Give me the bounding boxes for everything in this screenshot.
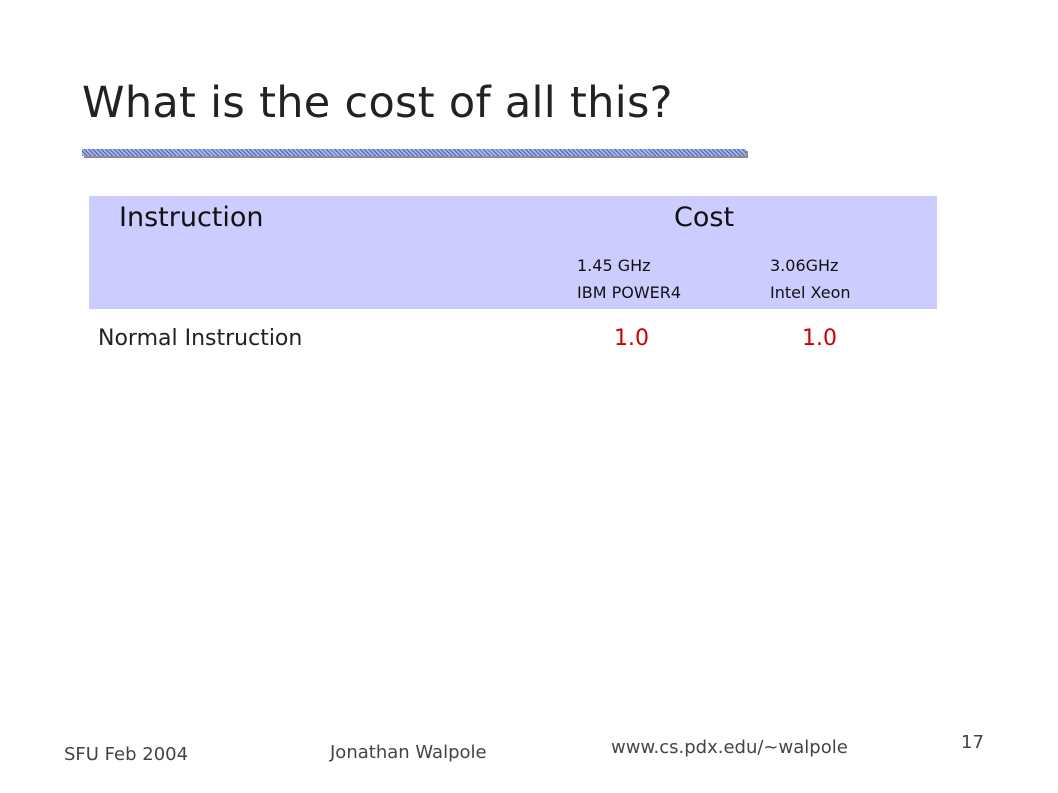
- footer-date: SFU Feb 2004: [64, 744, 189, 765]
- header-machine-power4-name: IBM POWER4: [577, 283, 682, 302]
- row-value-xeon: 1.0: [802, 326, 837, 351]
- slide-title: What is the cost of all this?: [82, 78, 673, 128]
- header-machine-power4: 1.45 GHz IBM POWER4: [577, 252, 681, 306]
- header-machine-xeon-name: Intel Xeon: [770, 283, 851, 302]
- header-machine-xeon: 3.06GHz Intel Xeon: [770, 252, 851, 306]
- footer-author: Jonathan Walpole: [330, 742, 487, 763]
- page-number: 17: [961, 732, 984, 753]
- header-machine-power4-speed: 1.45 GHz: [577, 256, 651, 275]
- footer-url: www.cs.pdx.edu/~walpole: [611, 737, 848, 758]
- header-instruction: Instruction: [119, 202, 264, 233]
- title-underline: [82, 149, 746, 156]
- table-header: Instruction Cost 1.45 GHz IBM POWER4 3.0…: [89, 196, 937, 309]
- header-machine-xeon-speed: 3.06GHz: [770, 256, 839, 275]
- row-label-normal-instruction: Normal Instruction: [98, 326, 303, 351]
- row-value-power4: 1.0: [614, 326, 649, 351]
- header-cost: Cost: [674, 202, 735, 233]
